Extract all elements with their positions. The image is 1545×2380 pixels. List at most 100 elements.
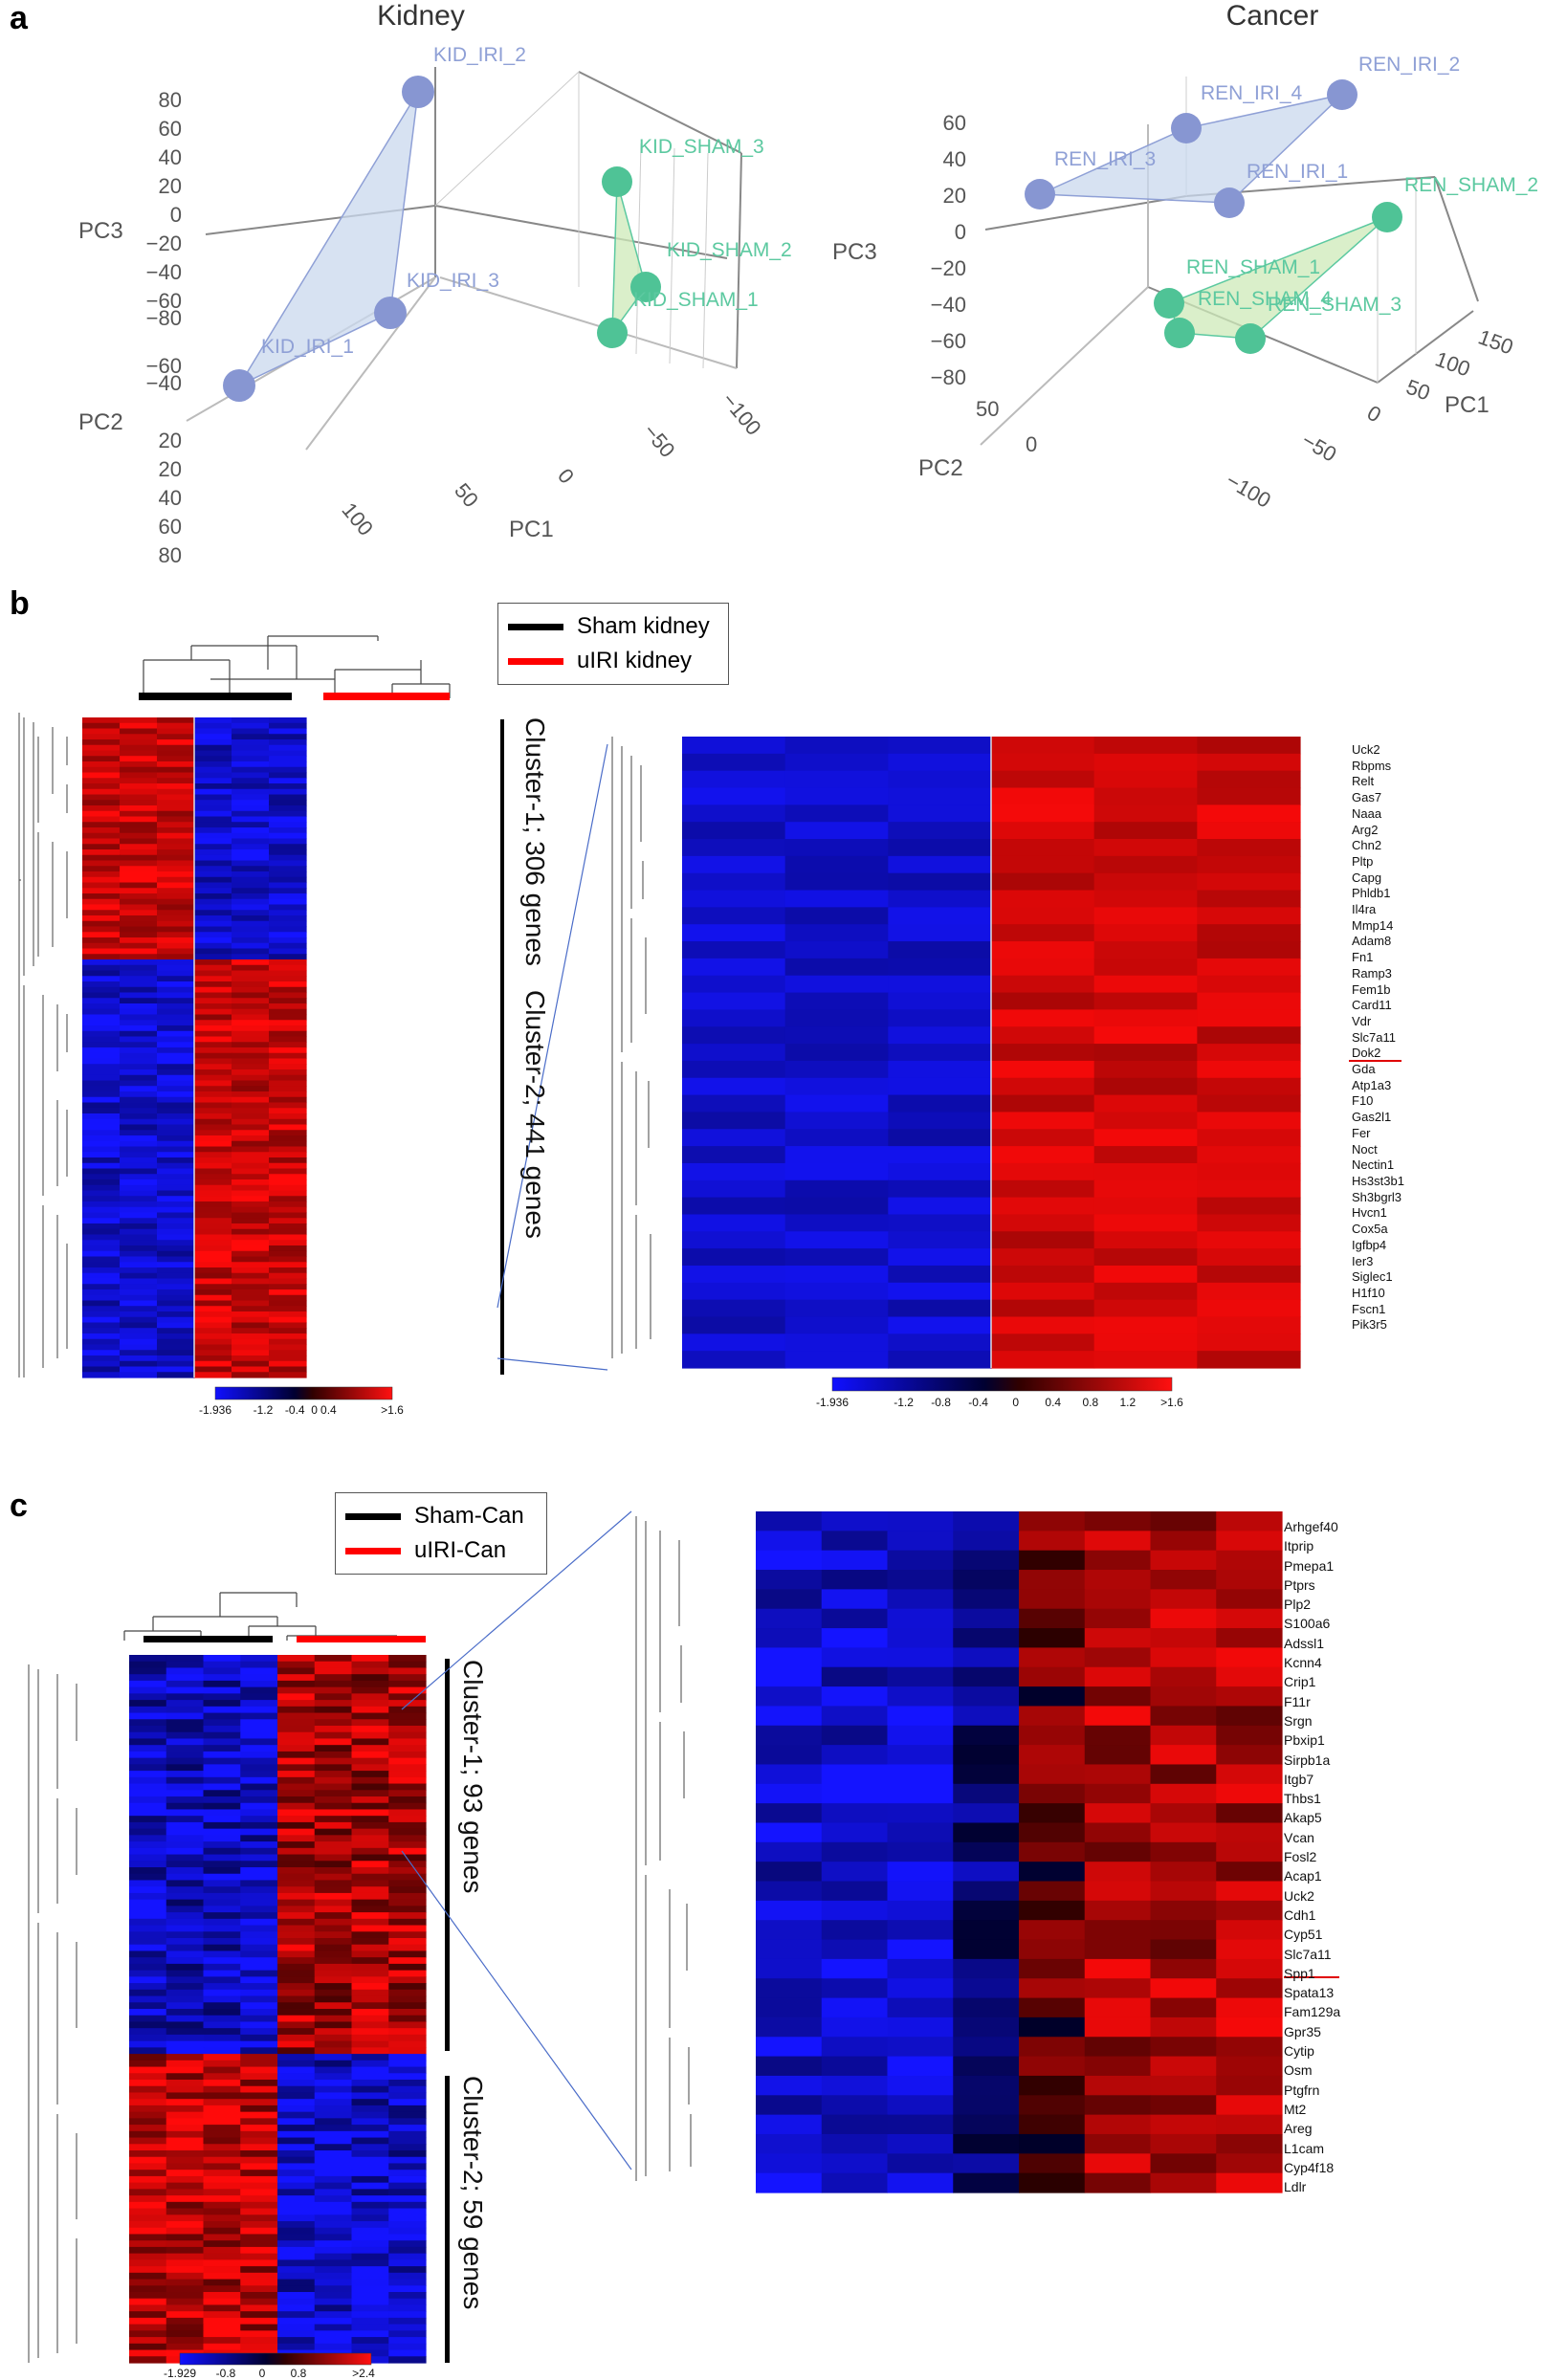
heatmap-cell [157, 810, 195, 818]
heatmap-cell [166, 2054, 205, 2061]
heatmap-cell [351, 1867, 389, 1875]
pca-label-ren-iri-2: REN_IRI_2 [1358, 54, 1461, 76]
tick: 80 [158, 543, 182, 567]
heatmap-cell [887, 1803, 954, 1824]
heatmap-cell [388, 2105, 427, 2113]
heatmap-cell [314, 2163, 353, 2171]
heatmap-cell [157, 871, 195, 878]
heatmap-cell [82, 750, 121, 757]
heatmap-cell [232, 1245, 270, 1252]
heatmap-cell [351, 1886, 389, 1894]
heatmap-cell [82, 1333, 121, 1340]
heatmap-cell [240, 2028, 278, 2036]
heatmap-cell [388, 1796, 427, 1804]
heatmap-cell [194, 1124, 232, 1131]
heatmap-cell [232, 1096, 270, 1104]
heatmap-cell [991, 1265, 1095, 1284]
heatmap-cell [388, 1835, 427, 1842]
heatmap-cell [314, 2215, 353, 2222]
heatmap-cell [314, 2266, 353, 2274]
heatmap-cell [351, 1816, 389, 1823]
heatmap-cell [1150, 1666, 1217, 1687]
heatmap-cell [129, 2144, 167, 2151]
heatmap-cell [194, 876, 232, 884]
heatmap-cell [166, 2150, 205, 2158]
heatmap-cell [129, 2085, 167, 2094]
heatmap-cell [203, 1828, 241, 1836]
heatmap-cell [240, 1970, 278, 1977]
heatmap-cell [277, 2047, 316, 2055]
heatmap-cell [888, 958, 992, 977]
heatmap-cell [351, 1802, 389, 1811]
heatmap-cell [1084, 2153, 1152, 2174]
heatmap-cell [1150, 1997, 1217, 2018]
heatmap-cell [351, 1809, 389, 1817]
zoom-connector [401, 1850, 632, 2171]
heatmap-cell [756, 1764, 823, 1785]
heatmap-cell [194, 964, 232, 972]
heatmap-cell [240, 1790, 278, 1797]
heatmap-cell [1084, 1666, 1152, 1687]
heatmap-cell [232, 1074, 270, 1082]
heatmap-cell [351, 1712, 389, 1720]
pca-label-kid-iri-3: KID_IRI_3 [407, 270, 499, 292]
heatmap-cell [82, 1300, 121, 1307]
heatmap-cell [194, 756, 232, 762]
heatmap-cell [166, 1790, 205, 1797]
heatmap-cell [120, 942, 158, 950]
heatmap-cell [157, 1008, 195, 1016]
heatmap-cell [82, 1355, 121, 1362]
heatmap-cell [888, 855, 992, 874]
heatmap-cell [269, 734, 307, 740]
heatmap-cell [887, 2114, 954, 2135]
heatmap-cell [120, 904, 158, 911]
heatmap-cell [240, 1674, 278, 1682]
heatmap-cell [269, 756, 307, 762]
heatmap-cell [232, 744, 270, 752]
heatmap-cell [166, 2015, 205, 2023]
heatmap-cell [351, 1719, 389, 1727]
heatmap-cell [756, 1550, 823, 1571]
heatmap-cell [388, 1880, 427, 1887]
heatmap-cell [157, 1294, 195, 1302]
heatmap-cell [120, 1344, 158, 1351]
heatmap-cell [120, 827, 158, 834]
heatmap-cell [1084, 2056, 1152, 2077]
heatmap-cell [240, 2304, 278, 2312]
heatmap-cell [194, 893, 232, 900]
tick: 60 [158, 117, 182, 141]
heatmap-cell [269, 1157, 307, 1164]
heatmap-cell [388, 2009, 427, 2016]
heatmap-cell [277, 1706, 316, 1714]
heatmap-cell [157, 1102, 195, 1109]
heatmap-cell [232, 1008, 270, 1016]
heatmap-cell [953, 2133, 1020, 2154]
heatmap-cell [129, 2221, 167, 2229]
heatmap-cell [129, 2009, 167, 2016]
heatmap-cell [82, 1267, 121, 1274]
heatmap-cell [120, 986, 158, 994]
heatmap-cell [129, 1861, 167, 1868]
heatmap-cell [203, 2330, 241, 2338]
heatmap-cell [120, 1168, 158, 1175]
heatmap-cell [784, 1129, 889, 1147]
heatmap-cell [82, 1146, 121, 1153]
pca-point-ren-sham-3 [1235, 323, 1266, 354]
heatmap-cell [314, 1712, 353, 1720]
heatmap-cell [351, 2034, 389, 2042]
heatmap-cell [166, 2253, 205, 2260]
heatmap-cell [888, 1197, 992, 1216]
heatmap-cell [277, 2259, 316, 2267]
heatmap-cell [351, 1828, 389, 1836]
heatmap-cell [314, 2002, 353, 2010]
heatmap-cell [314, 1867, 353, 1875]
heatmap-cell [232, 788, 270, 796]
heatmap-cell [194, 959, 232, 966]
gene-list-c: Arhgef40 Itprip Pmepa1 Ptprs Plp2 S100a6… [1284, 1517, 1340, 2196]
heatmap-cell [682, 1248, 786, 1267]
heatmap-cell [887, 1958, 954, 1979]
heatmap-cell [157, 1306, 195, 1312]
heatmap-cell [232, 1036, 270, 1043]
heatmap-cell [351, 2002, 389, 2010]
heatmap-cell [120, 920, 158, 928]
